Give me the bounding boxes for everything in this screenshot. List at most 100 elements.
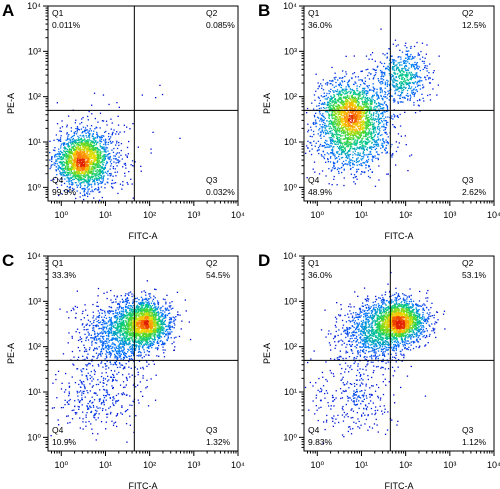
event-dot [408, 58, 410, 60]
event-dot [369, 123, 371, 125]
event-dot [347, 145, 349, 147]
event-dot [323, 135, 325, 137]
event-dot [361, 137, 363, 140]
event-dot [349, 105, 351, 107]
event-dot [55, 159, 57, 161]
event-dot [417, 85, 419, 87]
event-dot [76, 163, 78, 165]
event-dot [77, 135, 79, 137]
event-dot [102, 180, 104, 182]
event-dot [356, 97, 358, 100]
event-dot [349, 127, 351, 130]
event-dot [381, 142, 383, 144]
event-dot [92, 181, 94, 183]
event-dot [386, 173, 388, 175]
event-dot [343, 97, 345, 99]
event-dot [333, 126, 335, 129]
event-dot [89, 150, 92, 152]
event-dot [354, 106, 356, 109]
event-dot [330, 120, 332, 122]
event-dot [403, 96, 405, 98]
event-dot [85, 141, 87, 143]
event-dot [387, 116, 389, 118]
event-dot [79, 186, 81, 188]
event-dot [80, 177, 82, 179]
event-dot [360, 141, 362, 143]
event-dot [85, 132, 87, 134]
event-dot [362, 144, 364, 146]
event-dot [345, 141, 347, 143]
event-dot [356, 164, 358, 166]
event-dot [86, 148, 88, 150]
event-dot [321, 144, 323, 147]
event-dot [379, 61, 381, 63]
event-dot [75, 169, 78, 171]
event-dot [63, 154, 65, 156]
event-dot [99, 136, 101, 138]
event-dot [70, 149, 72, 151]
event-dot [88, 130, 90, 132]
event-dot [367, 136, 369, 139]
event-dot [347, 153, 349, 156]
event-dot [341, 150, 344, 153]
event-dot [90, 171, 92, 173]
event-dot [362, 137, 364, 139]
event-dot [317, 133, 319, 135]
event-dot [84, 157, 86, 159]
event-dot [82, 151, 84, 153]
event-dot [386, 56, 388, 58]
event-dot [346, 107, 348, 110]
event-dot [341, 122, 343, 124]
event-dot [356, 178, 358, 180]
event-dot [314, 145, 316, 147]
event-dot [71, 152, 74, 154]
event-dot [394, 85, 396, 87]
event-dot [100, 140, 102, 142]
event-dot [318, 105, 320, 107]
event-dot [342, 151, 344, 153]
event-dot [359, 129, 361, 131]
event-dot [367, 127, 369, 129]
event-dot [382, 139, 384, 141]
event-dot [391, 115, 393, 117]
event-dot [72, 143, 74, 145]
event-dot [405, 75, 407, 77]
event-dot [376, 126, 379, 128]
event-dot [363, 89, 365, 91]
event-dot [395, 150, 398, 153]
event-dot [101, 158, 104, 161]
event-dot [368, 78, 371, 80]
event-dot [126, 182, 128, 184]
event-dot [353, 91, 356, 93]
event-dot [325, 126, 327, 128]
event-dot [372, 96, 374, 98]
event-dot [70, 149, 73, 151]
event-dot [99, 140, 101, 143]
event-dot [351, 106, 353, 109]
event-dot [334, 118, 336, 120]
event-dot [345, 55, 347, 57]
event-dot [375, 72, 377, 74]
event-dot [89, 153, 91, 155]
event-dot [96, 152, 98, 154]
event-dot [68, 152, 70, 154]
event-dot [358, 138, 360, 140]
event-dot [324, 141, 326, 144]
event-dot [68, 169, 70, 171]
event-dot [93, 179, 95, 181]
event-dot [97, 155, 99, 158]
event-dot [345, 119, 347, 121]
event-dot [362, 132, 364, 134]
event-dot [367, 68, 369, 70]
event-dot [76, 126, 79, 128]
event-dot [365, 138, 367, 140]
event-dot [88, 132, 90, 134]
event-dot [347, 143, 349, 145]
event-dot [306, 112, 308, 114]
event-dot [383, 125, 385, 128]
event-dot [71, 162, 73, 164]
event-dot [62, 165, 64, 167]
event-dot [98, 188, 100, 190]
event-dot [92, 160, 95, 163]
event-dot [343, 129, 345, 131]
